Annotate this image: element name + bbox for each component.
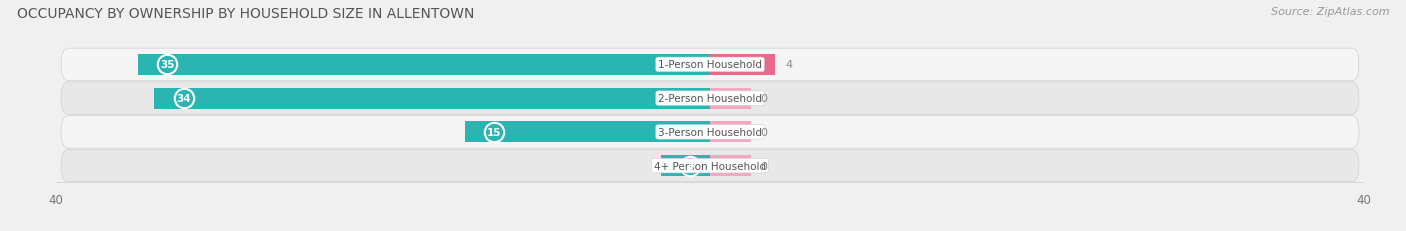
Text: 15: 15 xyxy=(486,127,502,137)
Text: 4: 4 xyxy=(785,60,793,70)
Text: 1-Person Household: 1-Person Household xyxy=(658,60,762,70)
Text: 0: 0 xyxy=(761,161,768,171)
Bar xyxy=(710,55,776,76)
Text: OCCUPANCY BY OWNERSHIP BY HOUSEHOLD SIZE IN ALLENTOWN: OCCUPANCY BY OWNERSHIP BY HOUSEHOLD SIZE… xyxy=(17,7,474,21)
Bar xyxy=(710,88,751,109)
FancyBboxPatch shape xyxy=(60,49,1360,81)
Bar xyxy=(465,122,710,143)
Bar xyxy=(710,122,751,143)
Bar xyxy=(710,155,751,176)
Text: 2-Person Household: 2-Person Household xyxy=(658,94,762,104)
Bar xyxy=(661,155,710,176)
Bar xyxy=(155,88,710,109)
FancyBboxPatch shape xyxy=(60,82,1360,115)
Text: 35: 35 xyxy=(160,60,174,70)
FancyBboxPatch shape xyxy=(60,116,1360,149)
Text: 3: 3 xyxy=(686,161,695,171)
Bar xyxy=(138,55,710,76)
Text: 0: 0 xyxy=(761,94,768,104)
Text: 0: 0 xyxy=(761,127,768,137)
FancyBboxPatch shape xyxy=(60,150,1360,182)
Text: Source: ZipAtlas.com: Source: ZipAtlas.com xyxy=(1271,7,1389,17)
Text: 3-Person Household: 3-Person Household xyxy=(658,127,762,137)
Text: 34: 34 xyxy=(176,94,191,104)
Text: 4+ Person Household: 4+ Person Household xyxy=(654,161,766,171)
